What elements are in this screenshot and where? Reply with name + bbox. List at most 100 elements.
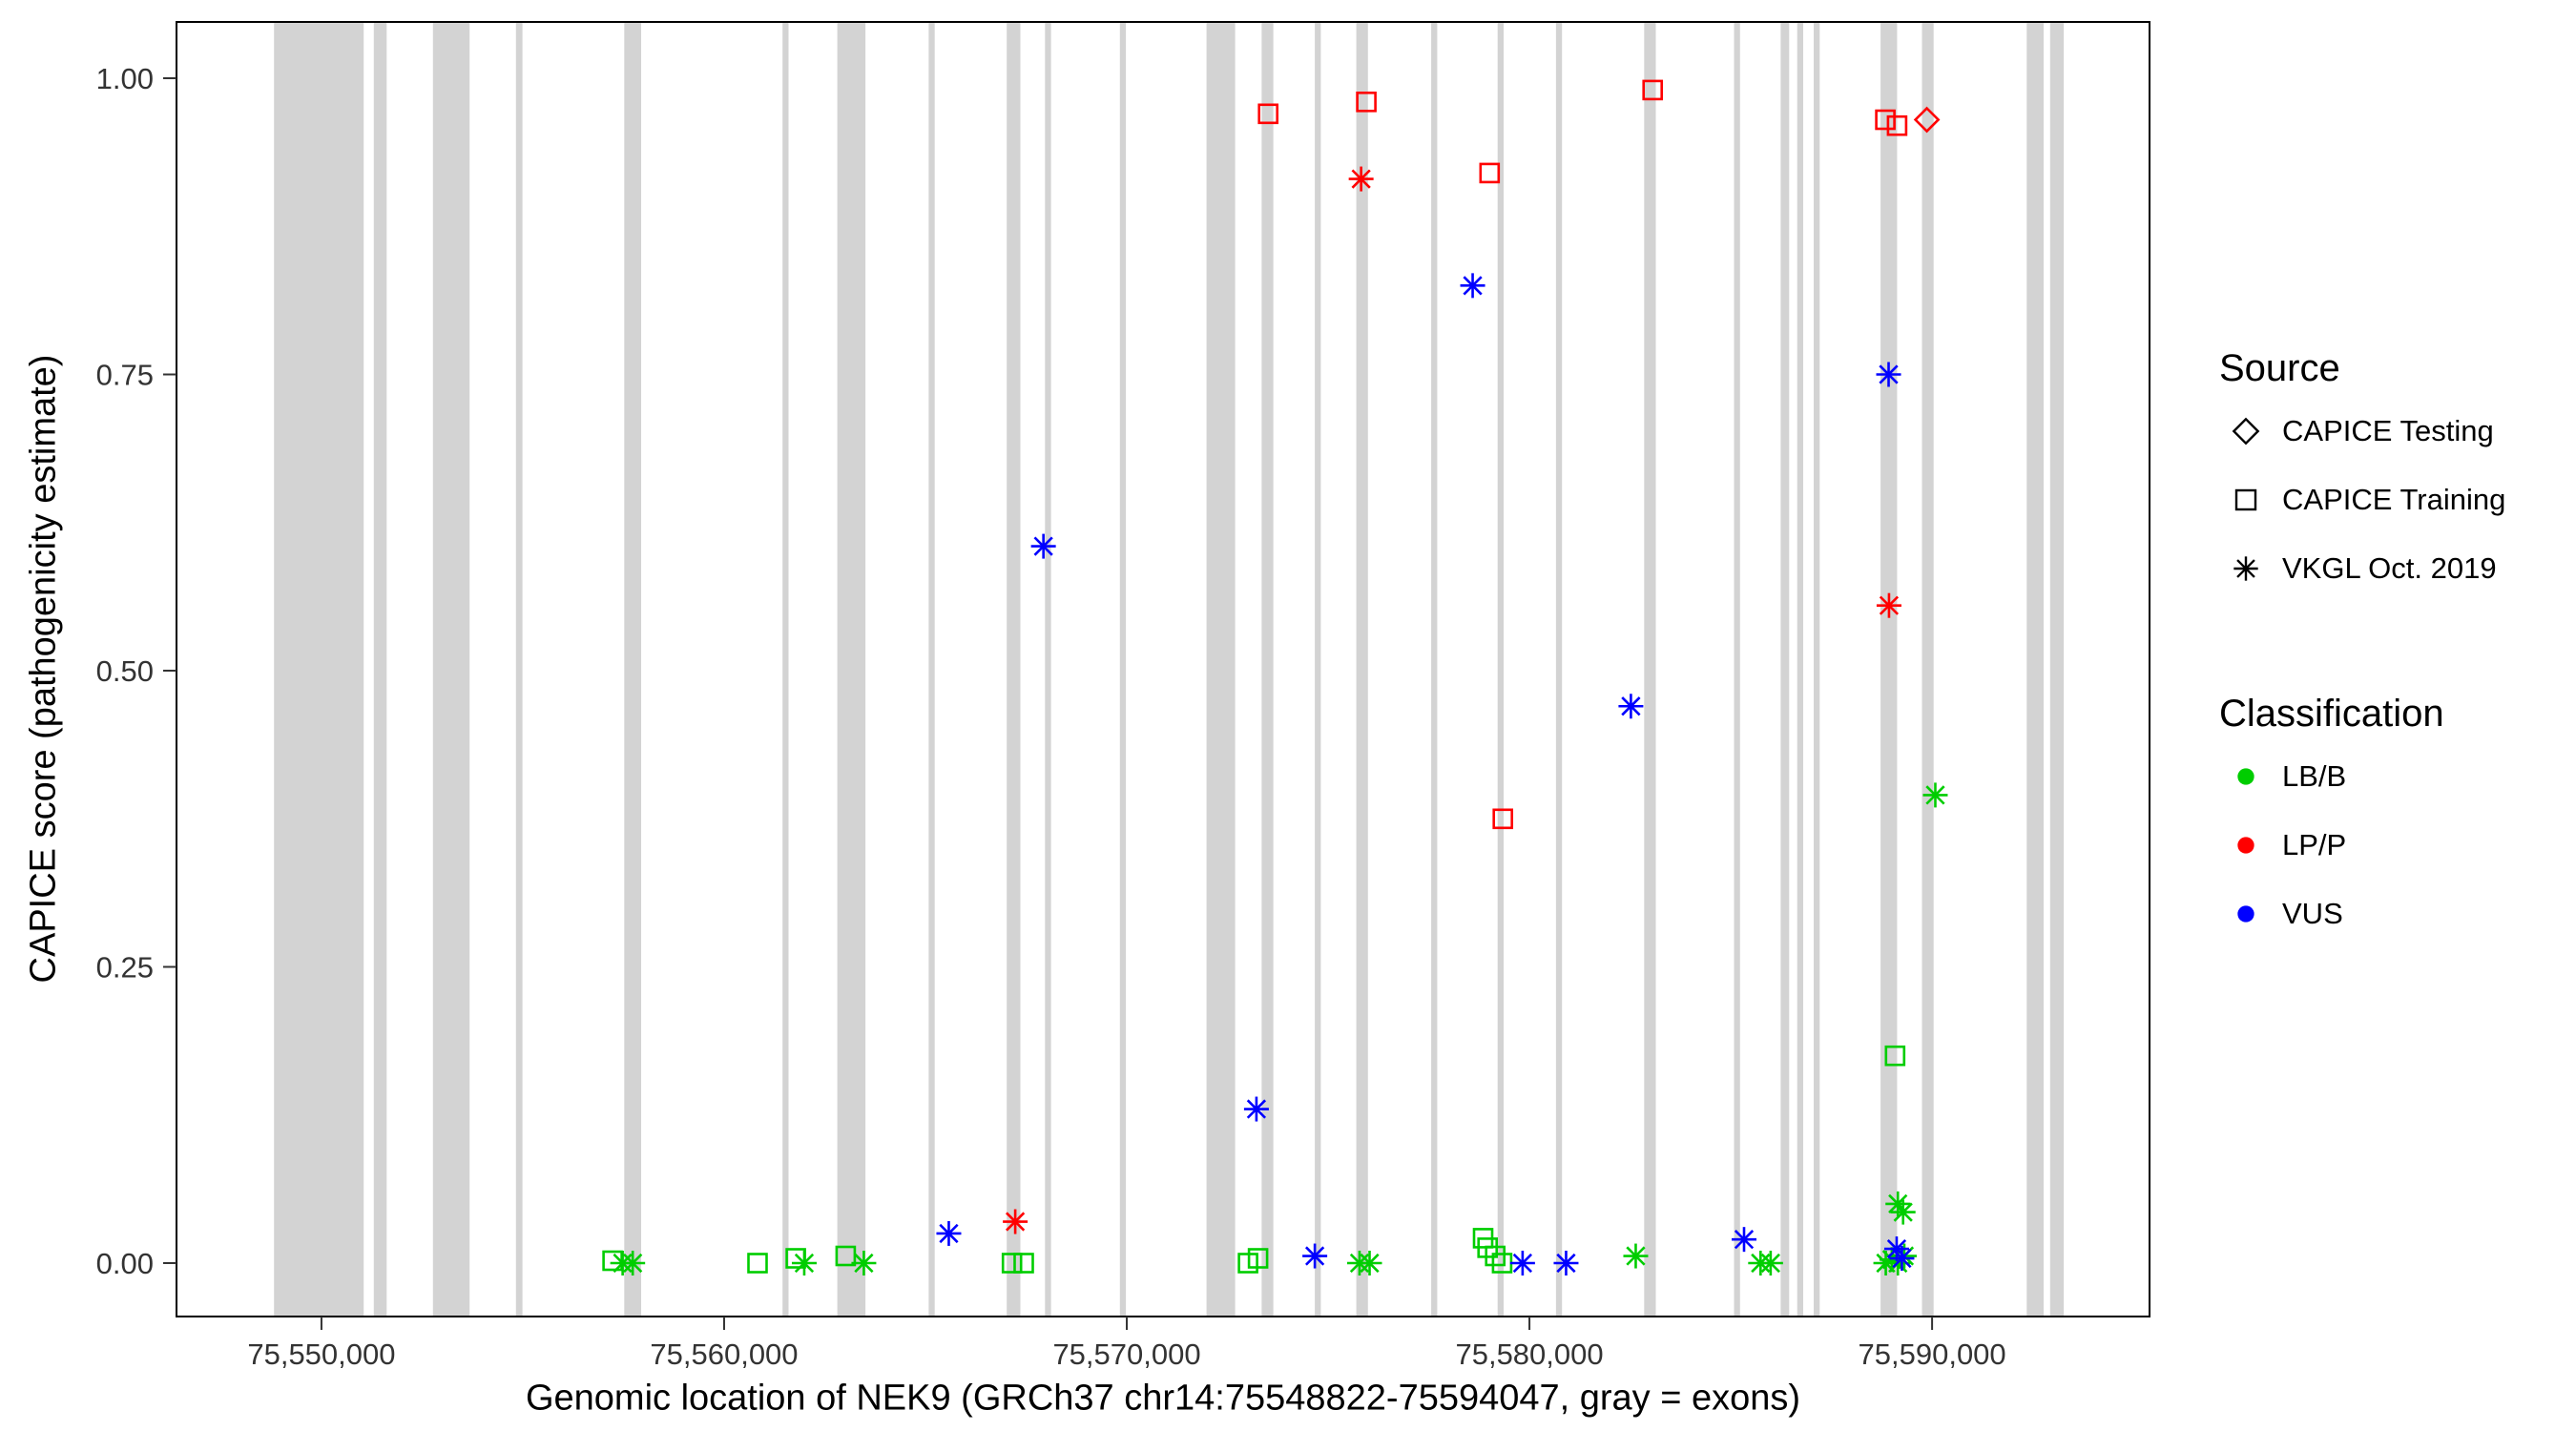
data-point-asterisk bbox=[1732, 1227, 1757, 1253]
exon-bar bbox=[1431, 22, 1438, 1317]
data-point-square bbox=[1247, 1248, 1269, 1269]
data-point-asterisk bbox=[1922, 782, 1948, 808]
x-tick-label: 75,590,000 bbox=[1859, 1338, 2006, 1371]
data-point-square bbox=[1257, 103, 1278, 125]
exon-bar bbox=[1007, 22, 1021, 1317]
exon-bar bbox=[1922, 22, 1934, 1317]
x-tick-label: 75,550,000 bbox=[247, 1338, 395, 1371]
y-tick-label: 0.50 bbox=[96, 654, 154, 688]
x-tick-label: 75,570,000 bbox=[1052, 1338, 1200, 1371]
data-point-asterisk bbox=[1876, 592, 1901, 618]
exon-bar bbox=[837, 22, 866, 1317]
x-tick-label: 75,580,000 bbox=[1455, 1338, 1603, 1371]
data-point-asterisk bbox=[1618, 694, 1644, 719]
exon-bar bbox=[1261, 22, 1274, 1317]
exon-bar bbox=[515, 22, 523, 1317]
legend-item-label: VUS bbox=[2282, 897, 2343, 930]
data-point-asterisk bbox=[620, 1251, 646, 1275]
exon-bar bbox=[928, 22, 935, 1317]
exon-bar bbox=[274, 22, 364, 1317]
data-point-square bbox=[835, 1245, 857, 1267]
exon-bar bbox=[373, 22, 387, 1317]
legend-item-capice-testing: CAPICE Testing bbox=[2219, 397, 2505, 466]
red-dot-icon bbox=[2237, 837, 2254, 854]
data-point-asterisk bbox=[1553, 1251, 1579, 1275]
data-point-square bbox=[1485, 1245, 1506, 1267]
data-point-square bbox=[1642, 79, 1663, 101]
data-point-asterisk bbox=[1030, 533, 1056, 559]
exon-bar bbox=[1780, 22, 1790, 1317]
exon-bar bbox=[1880, 22, 1898, 1317]
data-point-asterisk bbox=[1890, 1199, 1916, 1225]
data-point-asterisk bbox=[1509, 1251, 1535, 1275]
x-tick-label: 75,560,000 bbox=[650, 1338, 798, 1371]
exon-bar bbox=[782, 22, 789, 1317]
legend-item-vkgl: VKGL Oct. 2019 bbox=[2219, 534, 2505, 603]
data-point-square bbox=[1001, 1253, 1023, 1274]
legend-item-label: VKGL Oct. 2019 bbox=[2282, 551, 2497, 585]
data-point-asterisk bbox=[1302, 1243, 1328, 1269]
data-point-asterisk bbox=[1348, 166, 1374, 192]
data-point-asterisk bbox=[1623, 1243, 1649, 1269]
panel-border bbox=[176, 21, 2150, 1317]
square-icon bbox=[2234, 488, 2257, 511]
legend-item-capice-training: CAPICE Training bbox=[2219, 466, 2505, 534]
x-axis-title: Genomic location of NEK9 (GRCh37 chr14:7… bbox=[525, 1378, 1801, 1419]
data-point-asterisk bbox=[1003, 1209, 1028, 1234]
exon-bar bbox=[1206, 22, 1236, 1317]
legend-item-label: CAPICE Training bbox=[2282, 483, 2506, 516]
data-point-asterisk bbox=[1757, 1251, 1783, 1275]
exon-bar bbox=[1734, 22, 1740, 1317]
data-point-asterisk bbox=[791, 1251, 817, 1275]
legend-source-title: Source bbox=[2219, 346, 2340, 389]
data-point-square bbox=[1356, 92, 1377, 113]
data-point-square bbox=[1875, 109, 1896, 131]
data-point-asterisk bbox=[1889, 1246, 1915, 1272]
y-tick-label: 0.75 bbox=[96, 359, 154, 392]
legend-item-lpp: LP/P bbox=[2219, 811, 2505, 880]
exon-bar bbox=[1315, 22, 1321, 1317]
y-axis-title: CAPICE score (pathogenicity estimate) bbox=[23, 354, 64, 984]
exon-bar bbox=[2049, 22, 2065, 1317]
data-point-square bbox=[1492, 808, 1513, 830]
exon-bar bbox=[1045, 22, 1051, 1317]
exon-bar bbox=[1814, 22, 1820, 1317]
exon-bar bbox=[1555, 22, 1563, 1317]
legend-classification-group: Classification LB/B LP/P VUS bbox=[2219, 685, 2505, 948]
exon-bar bbox=[2026, 22, 2044, 1317]
asterisk-icon bbox=[2233, 556, 2258, 581]
exon-bar bbox=[1119, 22, 1127, 1317]
data-point-square bbox=[1013, 1253, 1034, 1274]
legend: Source CAPICE Testing CAPICE Training bbox=[2219, 340, 2505, 948]
diamond-icon bbox=[2232, 417, 2260, 446]
green-dot-icon bbox=[2237, 768, 2254, 785]
data-point-diamond bbox=[1913, 106, 1941, 134]
data-point-asterisk bbox=[1243, 1096, 1269, 1122]
legend-item-label: LB/B bbox=[2282, 759, 2347, 793]
data-point-square bbox=[1884, 1045, 1906, 1067]
data-point-square bbox=[1886, 114, 1908, 136]
y-tick-label: 1.00 bbox=[96, 62, 154, 95]
exon-bar bbox=[1356, 22, 1368, 1317]
blue-dot-icon bbox=[2237, 905, 2254, 923]
y-tick-label: 0.00 bbox=[96, 1247, 154, 1280]
data-point-asterisk bbox=[1876, 362, 1901, 387]
data-point-square bbox=[747, 1253, 768, 1274]
exon-bar bbox=[1797, 22, 1803, 1317]
legend-item-vus: VUS bbox=[2219, 880, 2505, 948]
exon-bar bbox=[1497, 22, 1504, 1317]
data-point-square bbox=[1479, 162, 1501, 184]
data-point-asterisk bbox=[851, 1251, 877, 1275]
legend-source-group: Source CAPICE Testing CAPICE Training bbox=[2219, 340, 2505, 603]
legend-item-label: LP/P bbox=[2282, 828, 2347, 861]
exon-bar bbox=[1644, 22, 1656, 1317]
exon-bar bbox=[432, 22, 470, 1317]
y-tick-label: 0.25 bbox=[96, 951, 154, 985]
data-point-asterisk bbox=[1460, 273, 1485, 299]
data-point-asterisk bbox=[936, 1220, 962, 1246]
data-point-asterisk bbox=[1357, 1251, 1382, 1275]
legend-item-lbb: LB/B bbox=[2219, 742, 2505, 811]
legend-classification-title: Classification bbox=[2219, 692, 2444, 735]
